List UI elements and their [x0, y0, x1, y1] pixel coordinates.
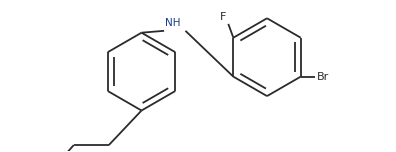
Text: NH: NH: [166, 18, 181, 28]
Text: F: F: [220, 12, 227, 22]
Text: Br: Br: [316, 72, 329, 82]
